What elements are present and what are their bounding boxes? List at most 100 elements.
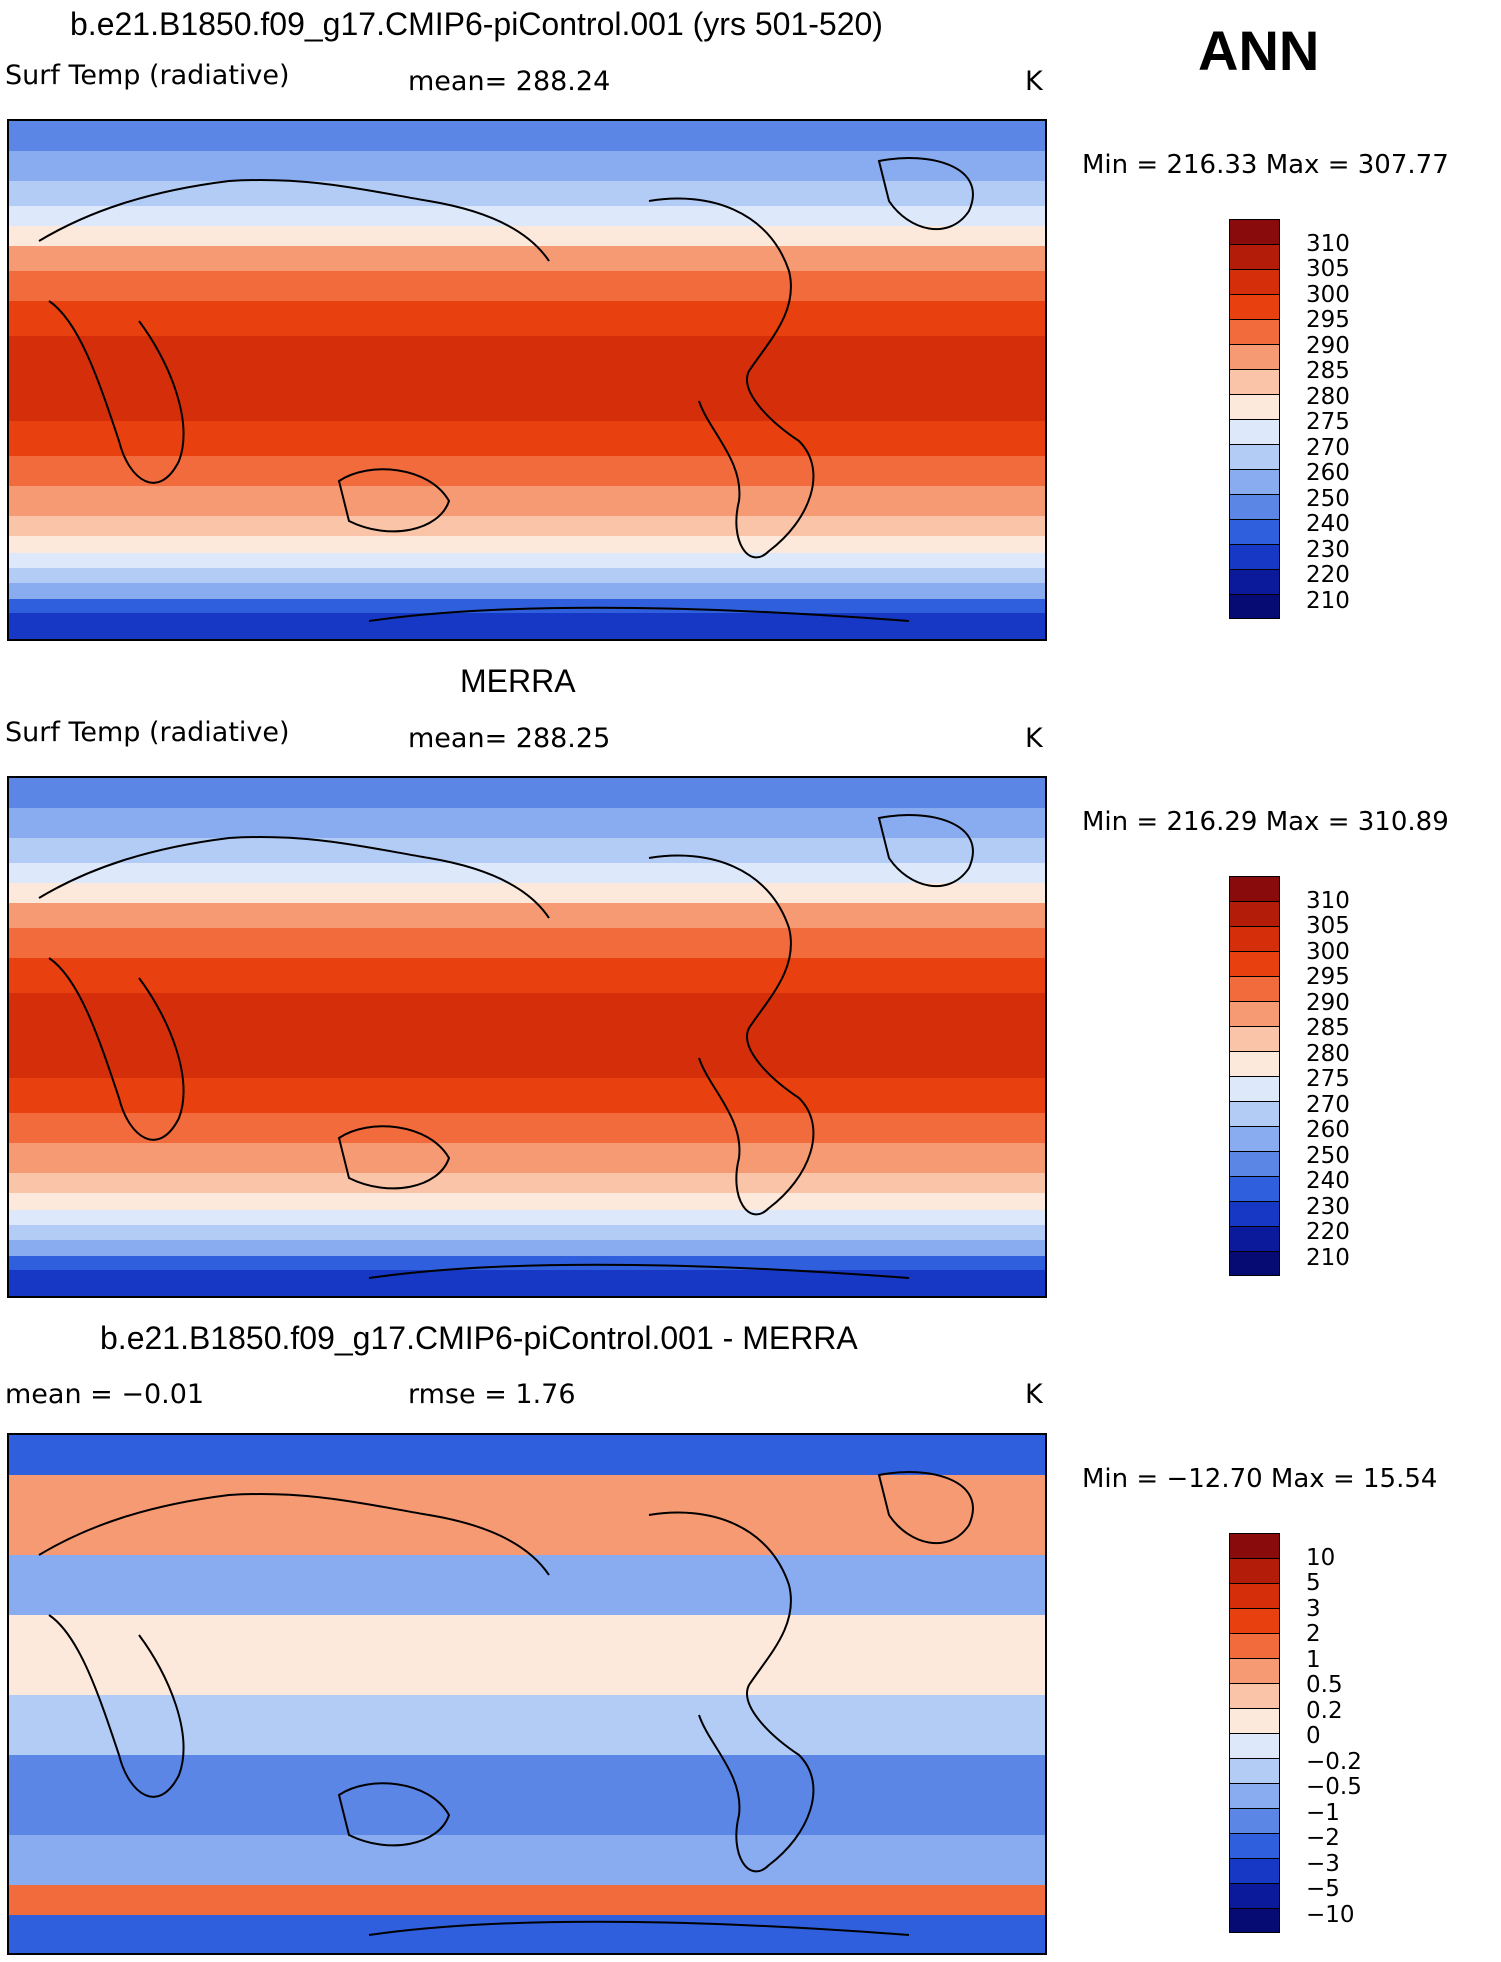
panel-1-map: [7, 119, 1047, 641]
panel-1-variable: Surf Temp (radiative): [5, 60, 290, 91]
colorbar-label: −3: [1306, 1850, 1340, 1877]
colorbar-box: [1229, 219, 1280, 244]
coastline: [877, 814, 974, 887]
colorbar-box: [1229, 1733, 1280, 1758]
coastline: [877, 157, 974, 230]
colorbar-box: [1229, 519, 1280, 544]
field-band: [9, 808, 1045, 838]
colorbar-box: [1229, 469, 1280, 494]
panel-1-title: b.e21.B1850.f09_g17.CMIP6-piControl.001 …: [70, 6, 883, 42]
colorbar-box: [1229, 1783, 1280, 1808]
field-band: [9, 206, 1045, 226]
field-band: [9, 516, 1045, 536]
panel-3-map: [7, 1433, 1047, 1955]
field-band: [9, 903, 1045, 928]
field-band: [9, 568, 1045, 583]
field-band: [9, 1270, 1045, 1296]
colorbar-box: [1229, 419, 1280, 444]
colorbar-box: [1229, 1251, 1280, 1276]
colorbar-box: [1229, 1026, 1280, 1051]
colorbar-box: [1229, 1076, 1280, 1101]
colorbar-box: [1229, 1833, 1280, 1858]
colorbar-label: −2: [1306, 1825, 1340, 1851]
field-band: [9, 1193, 1045, 1210]
colorbar-label: 285: [1306, 358, 1350, 384]
field-band: [9, 1615, 1045, 1695]
colorbar-box: [1229, 1608, 1280, 1633]
field-band: [9, 246, 1045, 271]
colorbar-box: [1229, 1658, 1280, 1683]
colorbar-box: [1229, 1176, 1280, 1201]
colorbar-label: 5: [1306, 1570, 1321, 1596]
colorbar-label: 2: [1306, 1621, 1321, 1647]
colorbar-label: 210: [1306, 1244, 1350, 1271]
field-band: [9, 301, 1045, 336]
field-band: [9, 271, 1045, 301]
colorbar-label: 280: [1306, 383, 1350, 410]
field-band: [9, 1555, 1045, 1615]
colorbar-label: −0.5: [1306, 1774, 1362, 1800]
colorbar-box: [1229, 1226, 1280, 1251]
field-band: [9, 1113, 1045, 1143]
field-band: [9, 1210, 1045, 1225]
colorbar-box: [1229, 1883, 1280, 1908]
colorbar-label: −10: [1306, 1901, 1355, 1928]
coastline: [337, 1125, 451, 1190]
coastline: [38, 836, 550, 919]
colorbar-box: [1229, 1533, 1280, 1558]
coastline: [648, 1511, 815, 1873]
field-band: [9, 536, 1045, 553]
panel-1-colorbar: [1229, 219, 1280, 619]
colorbar-box: [1229, 1583, 1280, 1608]
colorbar-label: 250: [1306, 1142, 1350, 1169]
field-band: [9, 456, 1045, 486]
panel-3-colorbar: [1229, 1533, 1280, 1933]
coastline: [877, 1471, 974, 1544]
coastline: [368, 1263, 910, 1279]
field-band: [9, 1885, 1045, 1915]
colorbar-box: [1229, 1708, 1280, 1733]
field-band: [9, 1475, 1045, 1555]
colorbar-box: [1229, 444, 1280, 469]
colorbar-label: 295: [1306, 307, 1350, 333]
colorbar-label: 280: [1306, 1040, 1350, 1067]
coastline: [648, 197, 815, 559]
coastline: [38, 1493, 550, 1576]
panel-2-variable: Surf Temp (radiative): [5, 717, 290, 748]
colorbar-label: 220: [1306, 1219, 1350, 1245]
colorbar-label: 300: [1306, 938, 1350, 965]
colorbar-label: 1: [1306, 1646, 1321, 1673]
field-band: [9, 1915, 1045, 1953]
colorbar-box: [1229, 1683, 1280, 1708]
panel-2-minmax: Min = 216.29 Max = 310.89: [1082, 807, 1449, 837]
colorbar-label: 310: [1306, 230, 1350, 257]
field-band: [9, 599, 1045, 613]
colorbar-label: 3: [1306, 1595, 1321, 1622]
colorbar-label: −0.2: [1306, 1748, 1362, 1775]
coastline: [38, 179, 550, 262]
field-band: [9, 1240, 1045, 1256]
colorbar-box: [1229, 1633, 1280, 1658]
colorbar-label: 210: [1306, 587, 1350, 614]
coastline: [48, 957, 185, 1141]
colorbar-label: 260: [1306, 1117, 1350, 1143]
colorbar-box: [1229, 594, 1280, 619]
colorbar-box: [1229, 1858, 1280, 1883]
panel-2-colorbar: [1229, 876, 1280, 1276]
field-band: [9, 1435, 1045, 1475]
colorbar-label: −1: [1306, 1799, 1340, 1826]
colorbar-label: −5: [1306, 1876, 1340, 1902]
colorbar-label: 275: [1306, 409, 1350, 435]
panel-3-mean: mean = −0.01: [5, 1379, 205, 1410]
coastline: [368, 606, 910, 622]
colorbar-label: 10: [1306, 1544, 1336, 1571]
panel-3-minmax: Min = −12.70 Max = 15.54: [1082, 1464, 1438, 1494]
field-band: [9, 928, 1045, 958]
panel-2-units: K: [1025, 723, 1043, 754]
colorbar-box: [1229, 976, 1280, 1001]
colorbar-box: [1229, 394, 1280, 419]
colorbar-box: [1229, 1558, 1280, 1583]
colorbar-box: [1229, 244, 1280, 269]
season-label: ANN: [1198, 19, 1320, 82]
field-band: [9, 1143, 1045, 1173]
